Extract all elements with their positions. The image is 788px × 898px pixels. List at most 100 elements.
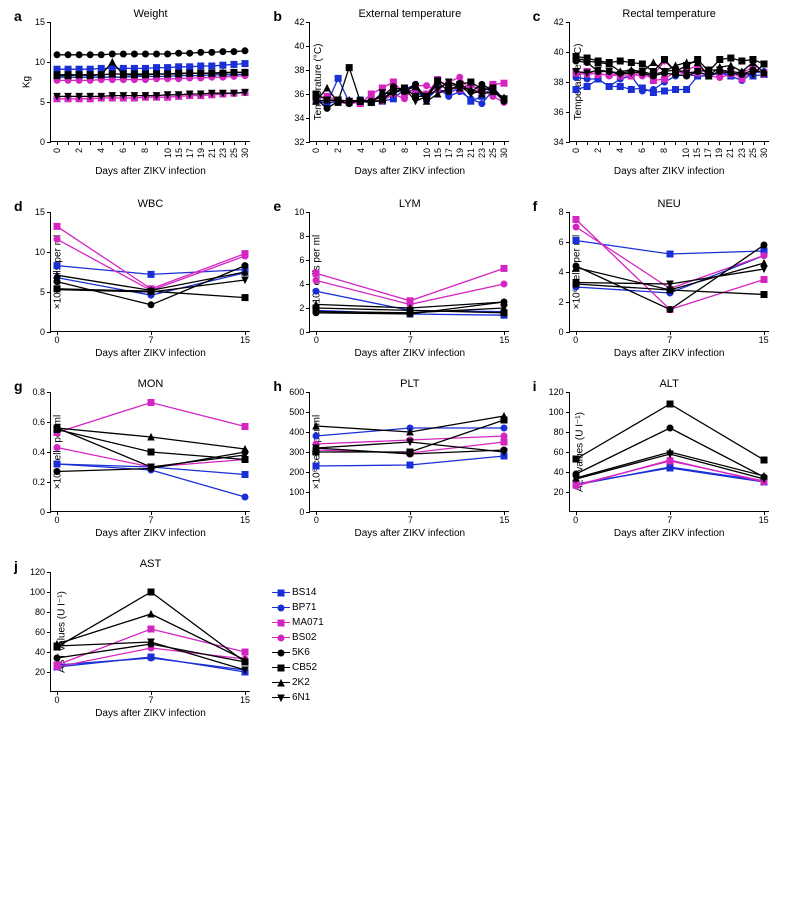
x-tick-label: 8 xyxy=(400,148,410,153)
x-tick-label: 30 xyxy=(499,148,509,158)
series-marker-5K6 xyxy=(54,52,60,58)
series-marker-2K2 xyxy=(109,59,115,65)
x-tick-label: 6 xyxy=(378,148,388,153)
y-tick-label: 38 xyxy=(554,77,564,87)
panel-label: a xyxy=(14,8,22,24)
series-marker-CB52 xyxy=(468,79,474,85)
chart-title: Rectal temperature xyxy=(570,8,769,20)
series-marker-CB52 xyxy=(148,589,154,595)
legend-marker-icon xyxy=(276,693,286,703)
series-marker-5K6 xyxy=(209,49,215,55)
chart-area: WBC×10⁶ cells per ml0510150715Days after… xyxy=(50,212,250,332)
panel-row-4: jASTAST values (U I⁻¹)204060801001200715… xyxy=(12,562,776,724)
x-axis-label: Days after ZIKV infection xyxy=(570,528,769,539)
panel-label: b xyxy=(273,8,282,24)
series-marker-BP71 xyxy=(650,87,656,93)
chart-title: NEU xyxy=(570,198,769,210)
series-line-MA071 xyxy=(316,268,504,300)
series-marker-BS14 xyxy=(148,271,154,277)
legend-item-5K6: 5K6 xyxy=(272,646,324,659)
series-marker-BS14 xyxy=(667,251,673,257)
y-tick-label: 6 xyxy=(299,255,304,265)
x-tick-label: 15 xyxy=(240,695,250,705)
series-line-CB52 xyxy=(316,68,504,103)
series-marker-5K6 xyxy=(120,51,126,57)
legend-item-CB52: CB52 xyxy=(272,661,324,674)
panel-label: i xyxy=(533,378,537,394)
y-tick-label: 0.4 xyxy=(32,447,45,457)
series-marker-5K6 xyxy=(154,51,160,57)
series-line-MA071 xyxy=(57,403,245,433)
y-tick-label: 20 xyxy=(554,487,564,497)
series-marker-6N1 xyxy=(413,98,419,104)
y-tick xyxy=(47,332,51,333)
plot-svg xyxy=(570,212,770,332)
plot-svg xyxy=(51,572,251,692)
series-marker-5K6 xyxy=(148,302,154,308)
x-axis-label: Days after ZIKV infection xyxy=(310,166,509,177)
series-marker-CB52 xyxy=(716,57,722,63)
series-marker-CB52 xyxy=(727,55,733,61)
chart-area: LYM×10⁶ cells per ml02468100715Days afte… xyxy=(309,212,509,332)
y-tick-label: 80 xyxy=(35,607,45,617)
legend-line-icon xyxy=(272,592,290,594)
x-tick-label: 15 xyxy=(499,335,509,345)
series-marker-BP71 xyxy=(479,101,485,107)
x-tick-label: 6 xyxy=(637,148,647,153)
chart-area: ASTAST values (U I⁻¹)204060801001200715D… xyxy=(50,572,250,692)
legend-label: 5K6 xyxy=(292,647,310,658)
panel-label: c xyxy=(533,8,541,24)
x-tick-label: 25 xyxy=(488,148,498,158)
x-tick-label: 19 xyxy=(714,148,724,158)
series-marker-MA071 xyxy=(761,277,767,283)
x-tick-label: 4 xyxy=(615,148,625,153)
x-tick-label: 0 xyxy=(314,515,319,525)
series-marker-BS14 xyxy=(176,64,182,70)
series-marker-BS02 xyxy=(501,433,507,439)
y-tick-label: 10 xyxy=(35,57,45,67)
series-marker-5K6 xyxy=(131,51,137,57)
series-marker-5K6 xyxy=(54,279,60,285)
series-marker-MA071 xyxy=(573,217,579,223)
plot-svg xyxy=(51,392,251,512)
series-marker-5K6 xyxy=(65,52,71,58)
legend-label: 2K2 xyxy=(292,677,310,688)
series-marker-CB52 xyxy=(667,401,673,407)
series-marker-BP71 xyxy=(54,461,60,467)
legend-line-icon xyxy=(272,637,290,639)
series-marker-BS14 xyxy=(313,463,319,469)
legend-label: 6N1 xyxy=(292,692,310,703)
series-marker-BS02 xyxy=(242,253,248,259)
x-tick-label: 17 xyxy=(703,148,713,158)
series-marker-BS14 xyxy=(573,238,579,244)
legend-label: BS14 xyxy=(292,587,316,598)
x-tick-label: 2 xyxy=(74,148,84,153)
series-marker-5K6 xyxy=(324,105,330,111)
x-tick-label: 6 xyxy=(118,148,128,153)
y-tick xyxy=(566,332,570,333)
series-marker-5K6 xyxy=(231,49,237,55)
y-tick xyxy=(306,142,310,143)
legend-marker-icon xyxy=(276,663,286,673)
series-marker-CB52 xyxy=(347,65,353,71)
y-tick-label: 120 xyxy=(30,567,45,577)
x-axis-label: Days after ZIKV infection xyxy=(570,348,769,359)
chart-area: MON×10⁶ cells per ml00.20.40.60.80715Day… xyxy=(50,392,250,512)
y-tick-label: 36 xyxy=(554,107,564,117)
series-marker-CB52 xyxy=(761,292,767,298)
series-marker-5K6 xyxy=(142,51,148,57)
series-marker-BS14 xyxy=(165,65,171,71)
plot-svg xyxy=(570,392,770,512)
y-tick-label: 0.2 xyxy=(32,477,45,487)
series-marker-CB52 xyxy=(407,449,413,455)
x-tick-label: 25 xyxy=(748,148,758,158)
x-tick-label: 10 xyxy=(163,148,173,158)
legend-item-BP71: BP71 xyxy=(272,601,324,614)
series-marker-BS02 xyxy=(313,277,319,283)
x-tick-label: 15 xyxy=(433,148,443,158)
x-axis-label: Days after ZIKV infection xyxy=(310,528,509,539)
legend-marker-icon xyxy=(276,588,286,598)
legend-line-icon xyxy=(272,607,290,609)
legend-line-icon xyxy=(272,622,290,624)
series-marker-BS02 xyxy=(76,77,82,83)
